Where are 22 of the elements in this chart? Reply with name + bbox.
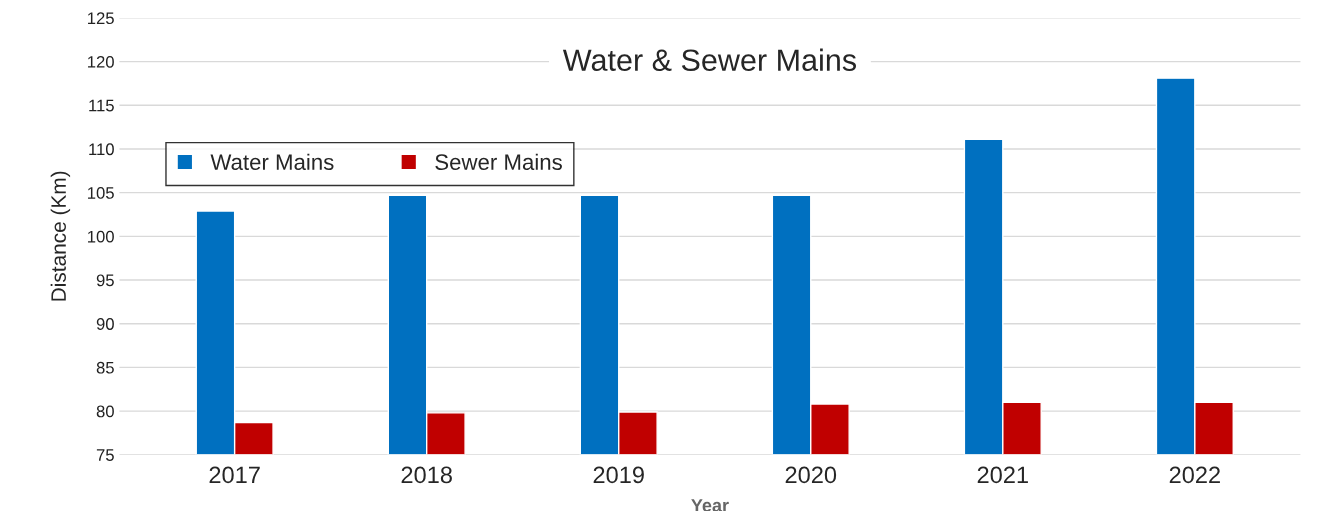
x-tick-label: 2021 [977,466,1028,484]
legend-label: Water Mains [210,153,334,171]
y-tick-label: 120 [88,55,114,68]
legend-label: Sewer Mains [435,153,562,171]
y-tick-label: 75 [96,449,114,461]
y-tick-label: 125 [88,12,114,25]
x-tick-label: 2019 [593,466,644,484]
y-axis-title: Distance (Km) [50,171,71,301]
y-tick-label: 115 [89,99,114,112]
y-tick-label: 100 [88,230,114,243]
text: Water & Sewer Mains [562,48,856,72]
x-tick-label: 2017 [209,466,260,484]
y-tick-label: 90 [96,318,114,330]
x-axis-title: Year [691,499,729,511]
y-tick-label: 95 [96,274,114,287]
x-tick-label: 2018 [401,466,452,484]
y-tick-label: 110 [89,143,114,156]
x-tick-label: 2020 [785,466,837,484]
x-tick-label: 2022 [1169,466,1220,484]
y-tick-label: 85 [96,361,114,374]
y-tick-label: 105 [88,187,114,199]
y-tick-label: 80 [96,405,114,418]
